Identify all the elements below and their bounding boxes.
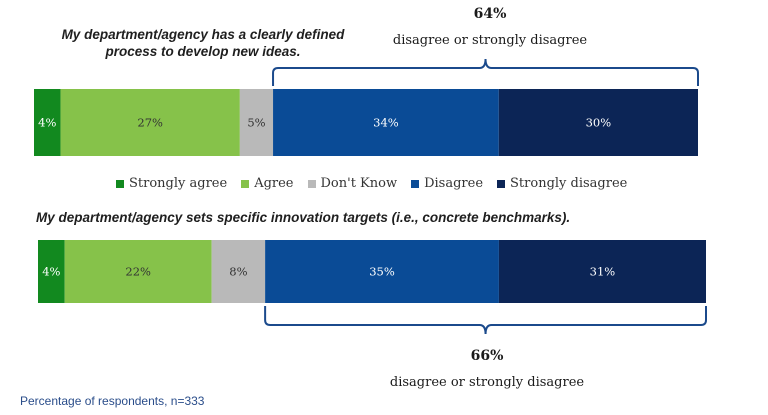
bar2-segment-strongly-agree [38, 240, 65, 303]
bar1-label-dont-know: 5% [247, 116, 265, 130]
legend-label-agree: Agree [254, 176, 294, 191]
legend-item-strongly-disagree: Strongly disagree [497, 176, 627, 191]
bar2-segment-dont-know [211, 240, 266, 303]
bar2-segment-strongly-disagree [498, 240, 706, 303]
legend-swatch-dont-know [307, 179, 316, 188]
chart2-annotation-text: disagree or strongly disagree [389, 375, 585, 390]
legend-swatch-strongly-disagree [497, 179, 506, 188]
legend-item-agree: Agree [241, 176, 294, 191]
bar1-segment-dont-know [239, 89, 274, 156]
footnote: Percentage of respondents, n=333 [20, 394, 205, 408]
chart1-annotation-text: disagree or strongly disagree [392, 33, 588, 48]
bar2-segment-agree [64, 240, 212, 303]
legend-swatch-agree [241, 179, 250, 188]
bar1-segment-strongly-disagree [498, 89, 698, 156]
bar1-segment-agree [60, 89, 240, 156]
chart2-title: My department/agency sets specific innov… [36, 210, 571, 225]
chart1-annotation-percent: 64% [473, 6, 507, 22]
legend-item-strongly-agree: Strongly agree [116, 176, 227, 191]
bar1-brace [272, 58, 699, 86]
bar2-label-agree: 22% [125, 265, 151, 279]
bar2-label-strongly-disagree: 31% [590, 265, 616, 279]
legend-label-dont-know: Don't Know [320, 176, 398, 191]
bar2-label-strongly-agree: 4% [42, 265, 60, 279]
bar2-label-dont-know: 8% [229, 265, 247, 279]
bar1-label-disagree: 34% [373, 116, 399, 130]
legend-swatch-strongly-agree [116, 179, 124, 188]
bar1-segment-disagree [273, 89, 499, 156]
bar2-segment-disagree [265, 240, 499, 303]
legend-item-dont-know: Don't Know [307, 176, 398, 191]
bar1-label-strongly-disagree: 30% [586, 116, 612, 130]
chart1-title: My department/agency has a clearly defin… [61, 27, 345, 59]
bar1-label-agree: 27% [137, 116, 163, 130]
bar1-label-strongly-agree: 4% [38, 116, 56, 130]
chart2-annotation-percent: 66% [470, 348, 504, 364]
bar1-segment-strongly-agree [34, 89, 61, 156]
legend-swatch-disagree [411, 179, 420, 188]
bar2-label-disagree: 35% [369, 265, 395, 279]
legend: Strongly agree Agree Don't Know Disagree… [116, 176, 627, 191]
bar2-brace [264, 306, 707, 335]
legend-label-strongly-agree: Strongly agree [129, 176, 228, 191]
legend-label-disagree: Disagree [424, 176, 484, 191]
legend-item-disagree: Disagree [411, 176, 483, 191]
legend-label-strongly-disagree: Strongly disagree [510, 176, 628, 191]
